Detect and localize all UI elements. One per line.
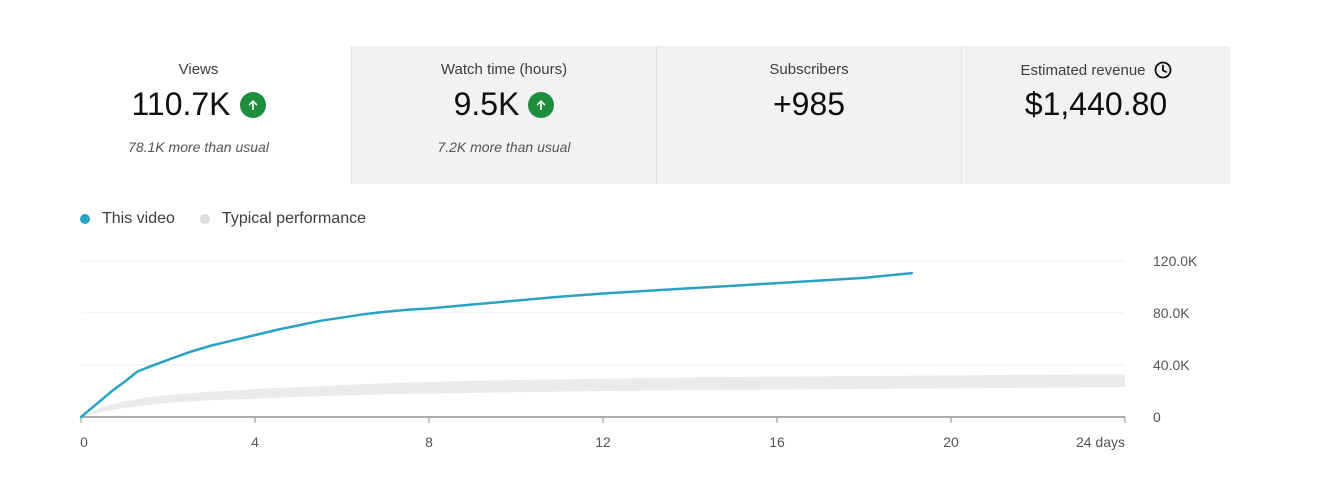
metric-value-row: $1,440.80: [962, 86, 1230, 123]
metric-value: 9.5K: [453, 86, 520, 122]
metric-value: +985: [772, 86, 846, 122]
y-tick-label: 120.0K: [1153, 253, 1198, 269]
legend-item-typical-performance[interactable]: Typical performance: [199, 210, 366, 228]
legend-label: Typical performance: [221, 210, 366, 227]
metric-card-estimated-revenue[interactable]: Estimated revenue $1,440.80: [961, 46, 1230, 184]
x-tick-label: 12: [595, 434, 611, 450]
metrics-row: Views 110.7K 78.1K more than usual Watch…: [46, 46, 1230, 184]
y-tick-label: 0: [1153, 409, 1161, 425]
x-tick-label: 20: [943, 434, 959, 450]
metric-label: Watch time (hours): [440, 61, 568, 78]
clock-icon: [1154, 61, 1172, 79]
metric-card-subscribers[interactable]: Subscribers +985: [656, 46, 961, 184]
legend-dot-typical: [199, 214, 210, 224]
legend-dot-this-video: [80, 214, 90, 224]
metric-note: 78.1K more than usual: [128, 139, 269, 155]
metric-label: Subscribers: [769, 61, 849, 78]
metric-label: Views: [178, 61, 219, 78]
metric-label: Estimated revenue: [1020, 61, 1146, 79]
metric-value-row: 110.7K: [46, 86, 351, 123]
metric-value: $1,440.80: [1024, 86, 1168, 122]
legend-label: This video: [102, 210, 175, 227]
metric-note: 7.2K more than usual: [437, 139, 571, 155]
metric-label-row: Estimated revenue: [962, 61, 1230, 79]
metric-card-watch-time[interactable]: Watch time (hours) 9.5K 7.2K more than u…: [351, 46, 656, 184]
x-tick-label: 8: [425, 434, 433, 450]
legend-item-this-video[interactable]: This video: [80, 210, 175, 228]
x-tick-label: 24 days: [1076, 434, 1125, 450]
chart-legend: This video Typical performance: [80, 210, 391, 228]
x-tick-label: 4: [251, 434, 259, 450]
arrow-up-icon: [528, 91, 555, 118]
x-tick-label: 0: [80, 434, 88, 450]
y-tick-label: 80.0K: [1153, 305, 1190, 321]
x-tick-label: 16: [769, 434, 785, 450]
y-tick-label: 40.0K: [1153, 357, 1190, 373]
typical-performance-band: [81, 374, 1125, 417]
series-line-this-video: [79, 271, 914, 419]
metric-value-row: 9.5K: [352, 86, 656, 123]
metric-value-row: +985: [657, 86, 961, 123]
arrow-up-icon: [239, 91, 266, 118]
metric-card-views[interactable]: Views 110.7K 78.1K more than usual: [46, 46, 351, 184]
metric-value: 110.7K: [131, 86, 231, 122]
